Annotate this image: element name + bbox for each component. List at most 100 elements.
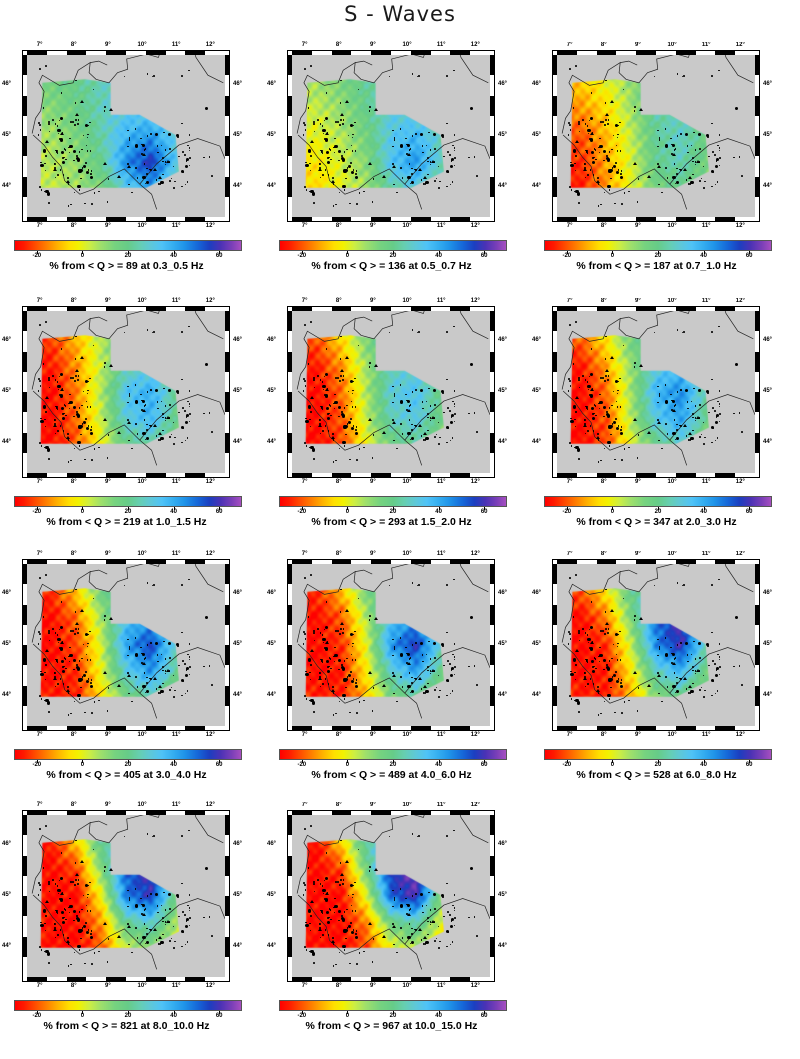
earthquake-dot xyxy=(409,182,412,185)
earthquake-dot xyxy=(586,125,589,127)
frame-tick xyxy=(23,564,27,585)
earthquake-dot xyxy=(676,423,679,426)
earthquake-dot xyxy=(81,676,84,678)
earthquake-dot xyxy=(585,405,587,408)
earthquake-dot xyxy=(313,123,315,126)
earthquake-dot xyxy=(127,672,129,674)
earthquake-dot xyxy=(612,390,615,393)
earthquake-dot xyxy=(144,182,147,185)
lat-tick-label: 45° xyxy=(763,641,773,647)
earthquake-dot xyxy=(324,394,326,396)
colorbar-tick-label: 20 xyxy=(654,509,662,515)
colorbar-tick xyxy=(393,1011,394,1014)
earthquake-dot xyxy=(309,699,311,702)
earthquake-dot xyxy=(58,628,61,631)
earthquake-dot xyxy=(699,689,701,691)
lon-tick-label: 11° xyxy=(436,42,446,48)
earthquake-dot xyxy=(676,173,679,176)
earthquake-dot xyxy=(58,375,61,378)
frame-tick xyxy=(66,977,87,981)
earthquake-dot xyxy=(699,436,701,438)
earthquake-dot xyxy=(583,419,586,421)
lat-tick-label: 44° xyxy=(498,942,508,949)
frame-tick xyxy=(371,560,391,564)
earthquake-dot xyxy=(352,425,355,427)
lon-tick-label: 11° xyxy=(701,42,711,48)
earthquake-dot xyxy=(336,630,339,632)
lat-tick-label: 46° xyxy=(267,841,277,848)
earthquake-dot xyxy=(77,185,81,189)
earthquake-dot xyxy=(352,380,354,383)
earthquake-dot xyxy=(151,835,154,838)
station-triangle xyxy=(610,608,615,612)
earthquake-dot xyxy=(408,163,411,165)
earthquake-dot xyxy=(447,427,450,429)
earthquake-dot xyxy=(407,432,411,436)
earthquake-dot xyxy=(454,157,456,159)
earthquake-dot xyxy=(656,129,659,132)
earthquake-dot xyxy=(40,670,42,673)
earthquake-dot xyxy=(449,663,452,665)
station-triangle xyxy=(610,355,615,359)
station-triangle xyxy=(392,165,397,169)
earthquake-dot xyxy=(352,124,354,127)
earthquake-dot xyxy=(63,404,66,406)
lon-tick-label: 10° xyxy=(137,802,147,808)
lat-tick-label: 46° xyxy=(763,81,773,88)
earthquake-dot xyxy=(61,416,66,420)
lon-tick-label: 7° xyxy=(566,551,573,557)
earthquake-dot xyxy=(437,165,440,168)
earthquake-dot xyxy=(180,441,183,444)
coastline-overlay xyxy=(296,815,490,970)
earthquake-dot xyxy=(615,400,618,403)
earthquake-dot xyxy=(304,695,306,698)
frame-tick xyxy=(27,51,47,55)
station-triangle xyxy=(339,872,344,876)
earthquake-dot xyxy=(594,158,597,161)
lon-tick-label: 10° xyxy=(402,298,412,304)
frame-tick xyxy=(27,307,47,311)
colorbar-tick xyxy=(301,760,303,763)
earthquake-dot xyxy=(39,124,42,126)
lat-tick-label: 45° xyxy=(267,132,277,138)
earthquake-dot xyxy=(617,380,619,383)
earthquake-dot xyxy=(395,191,398,194)
earthquake-dot xyxy=(575,698,579,702)
earthquake-dot xyxy=(583,163,586,165)
earthquake-dot xyxy=(346,167,349,169)
earthquake-dot xyxy=(44,678,47,681)
lat-tick-label: 44° xyxy=(532,438,542,445)
earthquake-dot xyxy=(91,963,94,965)
map-figure: 7° 7° 8° 8° 9° 9° 10° 10° 11° 11° 12° 12° 44° 44° 45° 4… xyxy=(0,800,253,998)
earthquake-dot xyxy=(164,149,167,151)
station-triangle xyxy=(632,417,637,421)
lon-tick-label: 9° xyxy=(635,551,641,557)
earthquake-dot xyxy=(87,380,89,383)
earthquake-dot xyxy=(687,439,690,441)
earthquake-dot xyxy=(164,405,167,407)
earthquake-dot xyxy=(76,411,78,413)
earthquake-dot xyxy=(70,203,72,206)
earthquake-dot xyxy=(691,181,693,183)
earthquake-dot xyxy=(53,923,56,925)
lon-tick-label: 11° xyxy=(171,223,181,229)
earthquake-dot xyxy=(333,407,336,410)
earthquake-dot xyxy=(473,155,476,158)
frame-tick xyxy=(553,564,557,585)
earthquake-dot xyxy=(57,637,61,641)
earthquake-dot xyxy=(570,188,573,191)
earthquake-dot xyxy=(324,876,329,881)
earthquake-dot xyxy=(605,375,607,377)
earthquake-dot xyxy=(149,169,152,172)
earthquake-dot xyxy=(392,672,394,674)
earthquake-dot xyxy=(164,672,167,675)
earthquake-dot xyxy=(312,952,316,956)
earthquake-dot xyxy=(353,630,356,633)
earthquake-dot xyxy=(345,177,348,180)
earthquake-dot xyxy=(712,171,715,173)
station-triangle xyxy=(695,669,700,673)
earthquake-dot xyxy=(75,335,78,338)
earthquake-dot xyxy=(64,918,67,921)
lat-tick-label: 46° xyxy=(267,81,277,88)
earthquake-dot xyxy=(342,158,346,162)
